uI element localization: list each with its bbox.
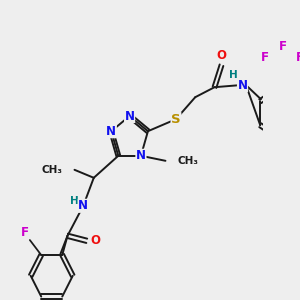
Text: S: S bbox=[171, 113, 181, 126]
Text: N: N bbox=[136, 149, 146, 162]
Text: N: N bbox=[78, 199, 88, 212]
Text: N: N bbox=[106, 125, 116, 138]
Text: H: H bbox=[70, 196, 79, 206]
Text: H: H bbox=[230, 70, 238, 80]
Text: CH₃: CH₃ bbox=[178, 156, 199, 166]
Text: CH₃: CH₃ bbox=[41, 165, 62, 175]
Text: O: O bbox=[91, 234, 100, 247]
Text: F: F bbox=[296, 51, 300, 64]
Text: N: N bbox=[238, 79, 248, 92]
Text: N: N bbox=[124, 110, 135, 122]
Text: O: O bbox=[217, 49, 226, 62]
Text: F: F bbox=[261, 51, 269, 64]
Text: F: F bbox=[21, 226, 28, 238]
Text: F: F bbox=[279, 40, 287, 53]
